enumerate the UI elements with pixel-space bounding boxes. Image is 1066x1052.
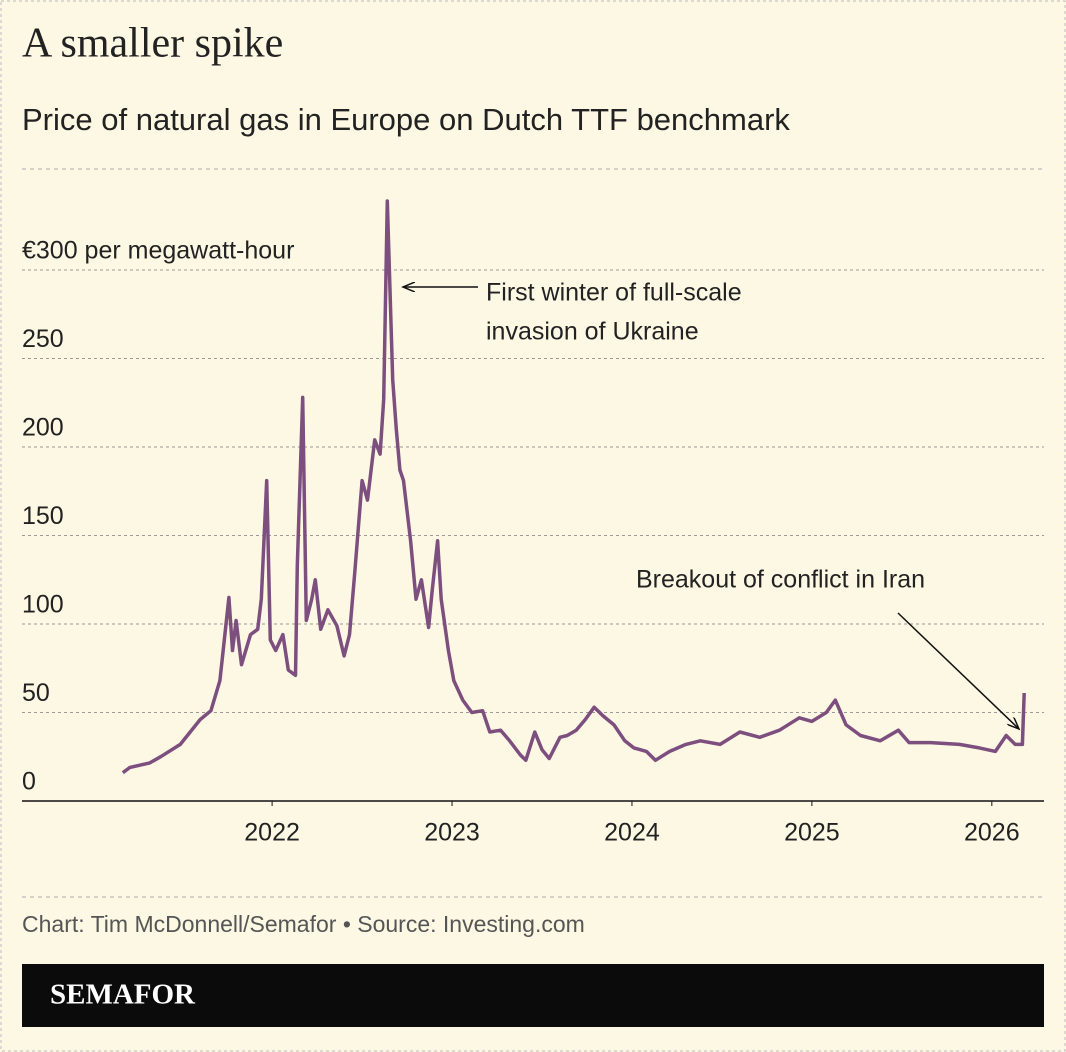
plot: 0 50 100 150 200 250 €300 per megawatt-hour 202… [22, 199, 1044, 847]
source: Chart: Tim McDonnell/Semafor • Source: I… [22, 911, 585, 937]
annotation: invasion of Ukraine [486, 318, 699, 346]
annotation-arrow [897, 612, 1019, 729]
x-tick-label: 2025 [784, 819, 840, 847]
y-tick-label: 250 [22, 325, 64, 353]
y-tick-label: 150 [22, 502, 64, 530]
x-tick-label: 2022 [244, 819, 300, 847]
x-tick-label: 2024 [604, 819, 660, 847]
y-tick-label: 50 [22, 679, 50, 707]
brand-bar [22, 964, 1044, 1027]
y-tick-label: 0 [22, 768, 36, 796]
price-line [121, 199, 1026, 775]
y-tick-label: 100 [22, 591, 64, 619]
annotation: Breakout of conflict in Iran [636, 566, 925, 594]
annotation: First winter of full-scale [486, 279, 742, 307]
chart-subtitle: Price of natural gas in Europe on Dutch … [22, 102, 790, 137]
brand: SEMAFOR [50, 979, 196, 1011]
y-tick-label: €300 per megawatt-hour [22, 237, 294, 265]
x-tick-label: 2026 [964, 819, 1020, 847]
y-tick-label: 200 [22, 414, 64, 442]
chart-title: A smaller spike [22, 21, 283, 67]
x-tick-label: 2023 [424, 819, 480, 847]
